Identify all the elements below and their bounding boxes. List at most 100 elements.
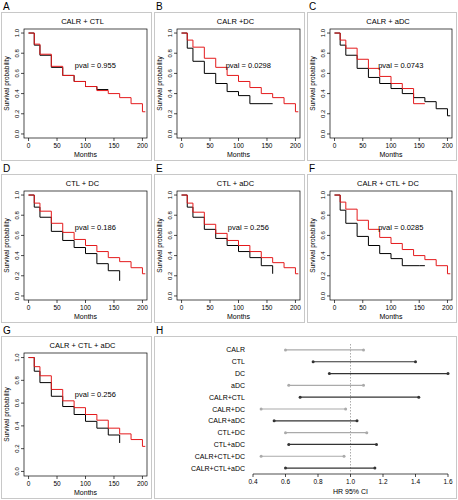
interval — [312, 360, 417, 363]
survival-curve — [335, 195, 451, 274]
y-tick-label: 0.0 — [167, 291, 173, 300]
y-tick — [174, 73, 177, 74]
title: CALR + aDC — [366, 17, 410, 26]
background — [0, 0, 458, 500]
x-tick-label: 200 — [290, 304, 301, 311]
interval-end — [447, 372, 450, 375]
x-tick-label: 50 — [359, 142, 367, 149]
survival-curve — [29, 195, 146, 274]
x-tick — [85, 138, 86, 141]
panel-letter: H — [156, 325, 163, 336]
x-tick-label: 200 — [442, 142, 453, 149]
x-tick-label: 0 — [333, 142, 337, 149]
interval-end — [260, 408, 263, 411]
x-tick — [362, 138, 363, 141]
x-label: Months — [227, 151, 250, 158]
interval-line — [274, 420, 357, 421]
y-tick — [327, 93, 330, 94]
y-tick-label: 0.2 — [167, 109, 173, 118]
interval — [284, 467, 376, 470]
y-tick-label: 0.4 — [167, 89, 173, 98]
km-panel: DCTL + DC0501001502000.00.20.40.60.81.0M… — [2, 163, 152, 323]
y-tick-label: 0.6 — [14, 398, 20, 407]
curves — [335, 195, 451, 274]
panel-border — [2, 13, 152, 161]
x-tick — [210, 300, 211, 303]
interval — [273, 419, 359, 422]
x-tick-label: 200 — [137, 142, 148, 149]
x-tick-label: 200 — [137, 304, 148, 311]
x-tick — [266, 300, 267, 303]
km-panel: BCALR +DC0501001502000.00.20.40.60.81.0M… — [155, 1, 305, 161]
interval-line — [286, 467, 375, 468]
y-tick — [21, 448, 24, 449]
y-tick — [21, 133, 24, 134]
y-tick-label: 0.4 — [14, 251, 20, 260]
x-tick — [57, 300, 58, 303]
x-tick — [419, 138, 420, 141]
y-tick — [174, 215, 177, 216]
x-tick — [210, 138, 211, 141]
y-tick — [21, 357, 24, 358]
x-tick — [383, 474, 384, 477]
x-tick — [113, 300, 114, 303]
interval-end — [273, 419, 276, 422]
y-tick-label: 1.0 — [167, 28, 173, 37]
y-tick-label: 0.0 — [167, 129, 173, 138]
y-tick-label: 0.2 — [14, 271, 20, 280]
annotation: pval = 0.256 — [228, 223, 269, 232]
title: CALR + CTL + DC — [357, 179, 419, 188]
x-tick-label: 100 — [80, 142, 91, 149]
km-panel: CCALR + aDC0501001502000.00.20.40.60.81.… — [308, 1, 457, 161]
x-tick-label: 100 — [233, 304, 244, 311]
interval-end — [299, 396, 302, 399]
x-tick — [113, 138, 114, 141]
interval-line — [261, 408, 346, 409]
interval — [287, 384, 365, 387]
y-tick-label: 0.4 — [320, 89, 326, 98]
y-tick-label: 0.8 — [167, 210, 173, 219]
y-tick — [327, 255, 330, 256]
annotation: pval = 0.256 — [75, 390, 116, 399]
x-tick-label: 200 — [137, 480, 148, 487]
curves — [29, 358, 146, 447]
survival-curve — [335, 33, 451, 116]
y-tick — [327, 33, 330, 34]
y-tick-label: 0.4 — [320, 251, 326, 260]
x-tick-label: 0 — [180, 142, 184, 149]
x-label: Months — [227, 313, 250, 320]
interval — [299, 396, 421, 399]
panel-border — [155, 175, 305, 323]
y-tick — [21, 53, 24, 54]
y-tick-label: 0.6 — [167, 231, 173, 240]
interval-end — [414, 360, 417, 363]
panel-letter: D — [3, 163, 10, 174]
x-label: Months — [380, 151, 403, 158]
title: CALR + CTL + aDC — [50, 341, 117, 350]
y-tick-label: 0.2 — [320, 271, 326, 280]
y-tick — [21, 471, 24, 472]
plot-frame — [177, 191, 300, 300]
y-tick-label: 0.0 — [320, 291, 326, 300]
survival-curve — [29, 358, 120, 443]
x-tick-label: 50 — [53, 480, 61, 487]
x-tick-label: 200 — [290, 142, 301, 149]
x-tick-label: 150 — [262, 142, 273, 149]
y-tick — [21, 403, 24, 404]
title: CALR + CTL — [61, 17, 104, 26]
plot-frame — [24, 29, 147, 138]
y-tick-label: 0.6 — [320, 69, 326, 78]
category-label: CALR — [226, 346, 245, 353]
panel-letter: E — [156, 163, 163, 174]
y-tick-label: 0.0 — [14, 129, 20, 138]
category-label: CTL+aDC — [214, 441, 245, 448]
interval-end — [365, 431, 368, 434]
y-tick — [174, 195, 177, 196]
x-tick — [85, 476, 86, 479]
y-label: Survival probability — [309, 55, 317, 110]
y-label: Survival probability — [309, 217, 317, 272]
y-tick-label: 0.6 — [320, 231, 326, 240]
y-tick-label: 0.8 — [14, 376, 20, 385]
interval-line — [329, 373, 448, 374]
x-tick — [415, 474, 416, 477]
